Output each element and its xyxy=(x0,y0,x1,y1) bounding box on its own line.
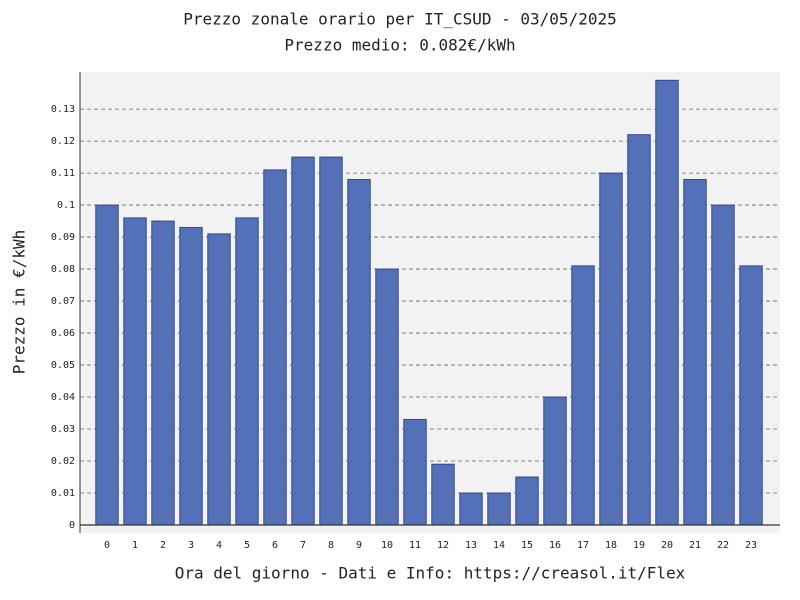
bar xyxy=(543,396,567,526)
bar xyxy=(235,217,259,526)
bar xyxy=(375,268,399,526)
x-tick-label: 9 xyxy=(356,540,362,551)
bar xyxy=(291,156,315,526)
bar xyxy=(263,169,287,526)
bar xyxy=(599,172,623,526)
bar xyxy=(487,492,511,526)
bar xyxy=(459,492,483,526)
x-tick-label: 22 xyxy=(717,540,729,551)
x-tick-label: 3 xyxy=(188,540,194,551)
bar xyxy=(515,476,539,526)
y-tick-label: 0.01 xyxy=(51,488,75,499)
x-tick-label: 23 xyxy=(745,540,757,551)
x-tick-label: 5 xyxy=(244,540,250,551)
x-tick-label: 13 xyxy=(465,540,477,551)
bar xyxy=(711,204,735,526)
bar xyxy=(151,220,175,526)
x-tick-label: 4 xyxy=(216,540,222,551)
x-tick-label: 6 xyxy=(272,540,278,551)
y-tick-label: 0.09 xyxy=(51,232,75,243)
x-tick-label: 20 xyxy=(661,540,673,551)
bar xyxy=(655,79,679,526)
x-tick-label: 21 xyxy=(689,540,701,551)
chart-title: Prezzo zonale orario per IT_CSUD - 03/05… xyxy=(183,10,616,29)
x-tick-label: 0 xyxy=(104,540,110,551)
bar xyxy=(683,178,707,526)
y-tick-label: 0.08 xyxy=(51,264,75,275)
bar xyxy=(319,156,343,526)
bar xyxy=(739,265,763,526)
y-tick-label: 0.06 xyxy=(51,328,75,339)
y-tick-label: 0.1 xyxy=(57,200,75,211)
x-tick-label: 14 xyxy=(493,540,505,551)
x-tick-label: 16 xyxy=(549,540,561,551)
x-tick-label: 8 xyxy=(328,540,334,551)
bar xyxy=(179,226,203,526)
chart-subtitle: Prezzo medio: 0.082€/kWh xyxy=(284,36,515,55)
bar xyxy=(403,418,427,526)
x-tick-label: 2 xyxy=(160,540,166,551)
x-tick-label: 1 xyxy=(132,540,138,551)
y-tick-label: 0.05 xyxy=(51,360,75,371)
bar xyxy=(207,233,231,526)
y-tick-label: 0.04 xyxy=(51,392,75,403)
y-tick-label: 0.03 xyxy=(51,424,75,435)
y-axis-label: Prezzo in €/kWh xyxy=(10,230,29,375)
x-tick-label: 18 xyxy=(605,540,617,551)
bar xyxy=(123,217,147,526)
x-tick-label: 11 xyxy=(409,540,421,551)
y-tick-label: 0 xyxy=(69,520,75,531)
x-tick-label: 10 xyxy=(381,540,393,551)
x-tick-label: 12 xyxy=(437,540,449,551)
x-tick-label: 19 xyxy=(633,540,645,551)
plot-layer: 0 0.01 0.02 0.03 0.04 0.05 0.06 0.07 0.08 0.09 0.1… xyxy=(51,79,780,551)
bar xyxy=(431,463,455,526)
x-tick-label: 17 xyxy=(577,540,589,551)
x-tick-label: 7 xyxy=(300,540,306,551)
y-tick-label: 0.13 xyxy=(51,104,75,115)
bar xyxy=(627,134,651,526)
x-tick-label: 15 xyxy=(521,540,533,551)
bar xyxy=(347,178,371,526)
y-tick-label: 0.12 xyxy=(51,136,75,147)
x-axis-label: Ora del giorno - Dati e Info: https://cr… xyxy=(175,564,686,583)
bar xyxy=(571,265,595,526)
y-tick-label: 0.11 xyxy=(51,168,75,179)
y-tick-label: 0.07 xyxy=(51,296,75,307)
y-tick-label: 0.02 xyxy=(51,456,75,467)
bar xyxy=(95,204,119,526)
